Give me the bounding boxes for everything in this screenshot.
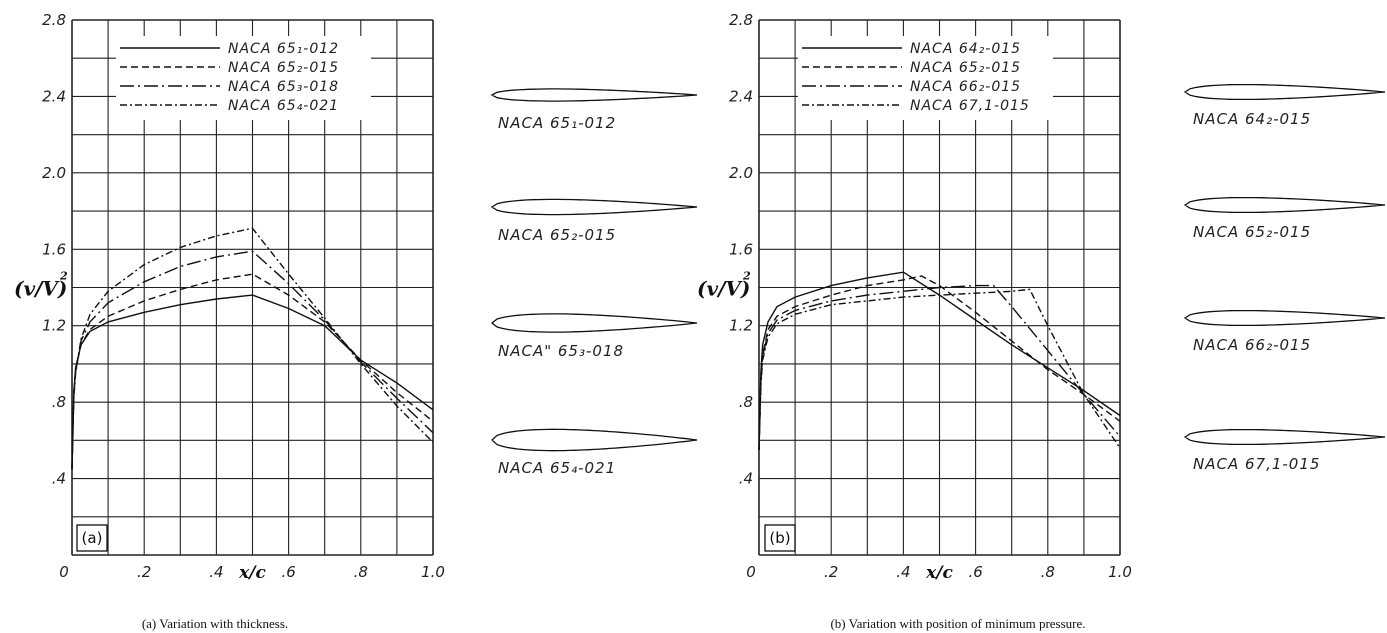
panel-b: .4 .8 1.2 1.6 2.0 2.4 2.8 0 .2 .4 .6 .8 1.0 x/c (v/V)2… [697, 11, 1386, 631]
legend-label: NACA 65₂-015 [228, 60, 339, 76]
x-axis-label: x/c [238, 563, 266, 583]
airfoil-profile [1183, 83, 1386, 101]
y-tick-label: 2.0 [729, 164, 753, 182]
y-tick-label: 1.2 [42, 317, 66, 335]
airfoil-label: NACA 65₄-021 [498, 459, 616, 477]
x-tick-label: 0 [59, 563, 69, 581]
airfoil-profile [1183, 196, 1386, 214]
y-tick-label: 1.6 [42, 240, 66, 258]
y-axis-label-exponent: 2 [742, 270, 751, 283]
y-tick-label: .4 [739, 470, 753, 488]
legend-label: NACA 65₄-021 [228, 98, 339, 114]
legend-label: NACA 66₂-015 [910, 79, 1021, 95]
y-tick-label: 1.6 [729, 240, 753, 258]
legend-label: NACA 67,1-015 [910, 98, 1030, 114]
airfoil-label: NACA 66₂-015 [1193, 336, 1311, 354]
figure-caption: (b) Variation with position of minimum p… [830, 616, 1085, 631]
series-line [71, 227, 434, 470]
y-tick-label: 2.4 [729, 87, 753, 105]
x-tick-label: 0 [746, 563, 756, 581]
legend-label: NACA 65₁-012 [228, 41, 339, 57]
airfoil-label: NACA 67,1-015 [1193, 455, 1320, 473]
panel-a: .4 .8 1.2 1.6 2.0 2.4 2.8 0 .2 .4 .6 .8 1.0 x/c (v/V)2… [14, 11, 698, 631]
x-tick-label: .2 [824, 563, 838, 581]
y-axis-label: (v/V) [697, 277, 750, 301]
airfoil-label: NACA 65₁-012 [498, 114, 616, 132]
series-line [71, 273, 434, 470]
airfoil-label: NACA 65₂-015 [1193, 223, 1311, 241]
x-tick-label: .4 [896, 563, 910, 581]
airfoil-profile [490, 88, 698, 102]
airfoil-label: NACA" 65₃-018 [498, 342, 624, 360]
x-axis-label: x/c [925, 563, 953, 583]
x-tick-label: .6 [281, 563, 295, 581]
series-line [758, 284, 1121, 450]
y-axis-label-exponent: 2 [59, 270, 68, 283]
x-tick-label: .8 [354, 563, 368, 581]
panel-label: (b) [769, 529, 790, 547]
airfoil-profile [490, 313, 698, 333]
airfoil-profile [491, 428, 698, 452]
legend-background [116, 36, 371, 120]
panel-label-box [76, 524, 108, 552]
y-tick-label: .4 [52, 470, 66, 488]
panel-label: (a) [82, 529, 103, 547]
y-tick-label: 2.4 [42, 87, 66, 105]
panel-label-box [764, 524, 796, 552]
series-line [758, 288, 1121, 450]
y-tick-label: 2.8 [729, 11, 753, 29]
y-tick-label: 1.2 [729, 317, 753, 335]
y-axis-label: (v/V) [14, 277, 67, 301]
y-tick-label: 2.8 [42, 11, 66, 29]
x-tick-label: .6 [968, 563, 982, 581]
airfoil-profile [1183, 309, 1386, 327]
airfoil-label: NACA 64₂-015 [1193, 110, 1311, 128]
x-tick-label: 1.0 [1108, 563, 1132, 581]
x-tick-label: .4 [209, 563, 223, 581]
legend-label: NACA 65₂-015 [910, 60, 1021, 76]
x-tick-label: .8 [1041, 563, 1055, 581]
series-line [758, 275, 1121, 450]
figure-caption: (a) Variation with thickness. [142, 616, 288, 631]
x-tick-label: 1.0 [421, 563, 445, 581]
airfoil-profile [1183, 428, 1386, 446]
x-tick-label: .2 [137, 563, 151, 581]
y-tick-label: .8 [52, 393, 66, 411]
airfoil-profile [490, 198, 698, 216]
y-tick-label: 2.0 [42, 164, 66, 182]
legend-background [798, 36, 1053, 120]
legend-label: NACA 64₂-015 [910, 41, 1021, 57]
legend-label: NACA 65₃-018 [228, 79, 339, 95]
airfoil-label: NACA 65₂-015 [498, 226, 616, 244]
y-tick-label: .8 [739, 393, 753, 411]
